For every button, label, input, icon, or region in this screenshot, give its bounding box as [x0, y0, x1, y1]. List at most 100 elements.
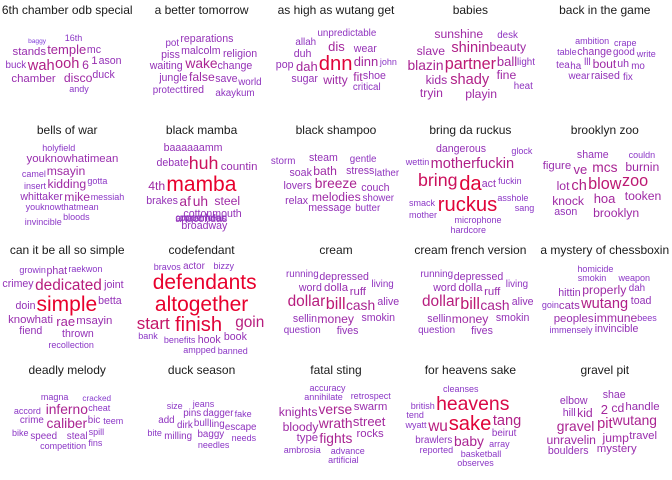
cloud-word: fit [353, 69, 363, 84]
cloud-word: melodies [311, 190, 361, 205]
cloud-word: insert [24, 181, 47, 192]
cloud-word: witty [323, 73, 348, 88]
cloud-word: hardcore [450, 225, 487, 236]
cloud-word: cracked [82, 393, 112, 403]
cloud-word: allah [295, 36, 317, 48]
cloud-word: word [433, 281, 457, 294]
cloud-word: glock [511, 146, 533, 157]
cloud-word: smack [408, 197, 435, 208]
cloud-word: wutang [612, 413, 657, 429]
cloud-word: zoo [621, 172, 649, 191]
cloud-word: duck [92, 68, 115, 81]
cloud-word: rae [56, 314, 76, 330]
panel-title: codefendant [168, 243, 235, 257]
cloud-word: hill [562, 406, 576, 419]
wordcloud-panel: 6th chamber odb special ooh wah temple 6 disc… [0, 0, 134, 120]
wordcloud-panel: brooklyn zoo blow zoo ch mcs hoa ve tooken knock… [538, 120, 672, 240]
cloud-word: goin [235, 314, 265, 331]
cloud-word: false [188, 70, 215, 85]
cloud-word: wutang [581, 295, 629, 312]
cloud-word: ball [496, 53, 518, 69]
panel-title: back in the game [559, 3, 651, 17]
wordcloud-panel: back in the game bout raised change uh lll ha g… [538, 0, 672, 120]
panel-title: for heavens sake [424, 363, 517, 377]
cloud-word: smokin [495, 312, 530, 325]
cloud-word: british [410, 400, 435, 411]
cloud-word: knock [552, 193, 585, 208]
cloud-word: bees [637, 313, 657, 324]
cloud-word: baggy [197, 429, 225, 440]
cloud-word: artificial [328, 455, 359, 465]
cloud-word: fake [234, 409, 252, 420]
cloud-word: tang [492, 412, 522, 429]
cloud-word: money [317, 311, 354, 326]
cloud-word: reported [419, 445, 454, 456]
cloud-word: reparations [180, 33, 234, 46]
cloud-word: copperhead [175, 213, 228, 224]
cloud-word: wu [428, 418, 448, 436]
cloud-word: bath [313, 163, 337, 178]
cloud-word: beirut [491, 428, 517, 440]
cloud-word: lll [584, 57, 591, 69]
panel-title: duck season [167, 363, 236, 377]
cloud-word: asshole [497, 193, 529, 204]
cloud-word: bloody [282, 419, 319, 434]
cloud-word: invincible [594, 323, 639, 336]
cloud-word: 1 [91, 54, 98, 67]
cloud-word: constrictor [178, 213, 225, 224]
cloud-word: bic [87, 415, 101, 427]
cloud-word: steam [308, 152, 338, 165]
cloud-word: disco [63, 70, 93, 85]
cloud-word: chamber [11, 73, 56, 86]
cloud-word: spill [88, 426, 105, 437]
cloud-word: fix [622, 71, 633, 83]
cloud-word: caliber [46, 416, 88, 431]
cloud-word: soak [289, 166, 312, 179]
cloud-word: sunshine [434, 27, 484, 42]
cloud-word: camel [21, 168, 46, 179]
cloud-word: sugar [291, 72, 318, 85]
cloud-word: word [298, 281, 322, 294]
cloud-word: anacondas [175, 213, 228, 225]
cloud-word: benefits [163, 335, 196, 346]
cloud-word: 2 [600, 402, 609, 418]
cloud-word: dinn [353, 53, 379, 69]
cloud-word: book [223, 330, 247, 343]
panel-title: a better tomorrow [154, 3, 249, 17]
cloud-word: wyatt [405, 419, 427, 430]
cloud-word: shame [576, 149, 609, 162]
cloud-word: youknowthatmean [25, 202, 99, 212]
cloud-word: fiend [19, 325, 43, 338]
cloud-word: countin [220, 160, 258, 173]
cloud-word: hook [197, 334, 221, 346]
cloud-word: depressed [319, 270, 369, 283]
cloud-word: invincible [24, 216, 62, 227]
cloud-word: uh [192, 193, 209, 209]
cloud-word: msayin [76, 315, 113, 328]
cloud-word: advance [330, 445, 365, 456]
panel-title: bring da ruckus [429, 123, 512, 137]
cloud-word: blow [588, 175, 622, 193]
cloud-word: butter [355, 203, 381, 215]
wordcloud-panel: a better tomorrow wake false malcolm change r… [134, 0, 268, 120]
cloud-word: brakes [146, 194, 178, 207]
cloud-word: ason [98, 55, 122, 68]
cloud-word: rocks [356, 427, 384, 440]
cloud-word: observes [457, 458, 494, 468]
wordcloud-panel: fatal sting wrath verse fights street bloody k… [269, 360, 403, 480]
panel-title: black shampoo [295, 123, 377, 137]
panel-title: gravel pit [580, 363, 630, 377]
cloud-word: andy [69, 84, 89, 95]
cloud-word: bill [460, 295, 480, 313]
cloud-word: running [285, 269, 319, 280]
cloud-word: finish [174, 313, 223, 336]
cloud-word: bill [325, 295, 346, 313]
cloud-word: cheat [88, 403, 111, 413]
cloud-word: escape [224, 422, 257, 434]
cloud-word: ambrosia [283, 445, 321, 456]
cloud-word: broadway [181, 220, 228, 232]
cloud-word: msayin [46, 164, 86, 179]
cloud-word: dah [295, 59, 318, 75]
cloud-word: defendants [152, 271, 257, 295]
wordcloud-panel: bells of war kidding msayin mike youknowhati… [0, 120, 134, 240]
